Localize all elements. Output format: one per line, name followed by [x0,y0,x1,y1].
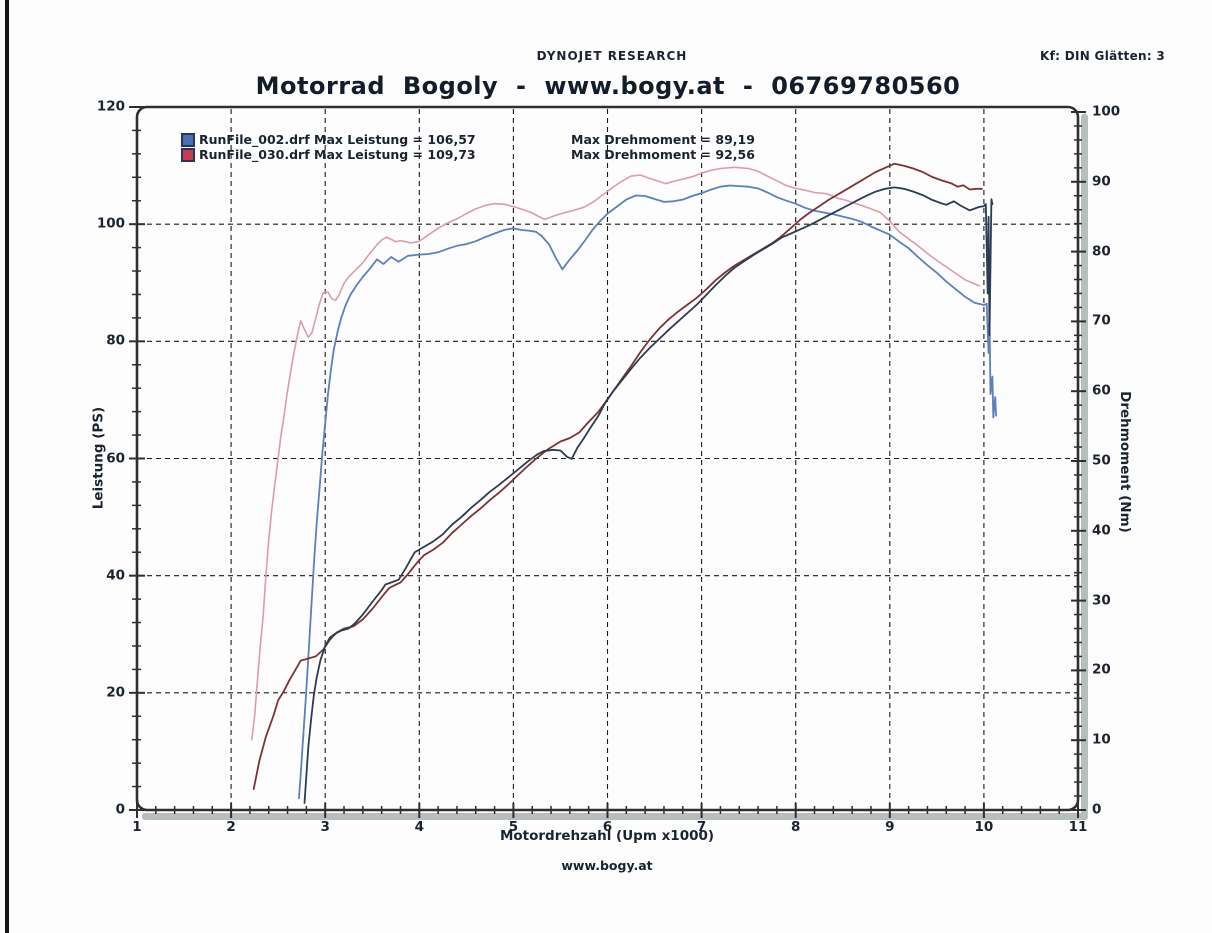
y-right-tick-label: 80 [1092,242,1111,259]
legend-row-runfile-030: RunFile_030.drf Max Leistung = 109,73 Ma… [181,147,755,162]
x-tick-label: 7 [696,819,707,835]
y-left-tick-label: 0 [115,801,125,818]
x-tick-label: 8 [790,819,801,835]
x-tick-label: 9 [885,819,895,835]
x-tick-label: 11 [1068,819,1088,835]
page-title: Motorrad Bogoly - www.bogy.at - 06769780… [255,72,961,100]
legend-entry-torque: Max Drehmoment = 89,19 [571,132,755,147]
y-right-tick-label: 50 [1092,452,1111,469]
legend: RunFile_002.drf Max Leistung = 106,57 Ma… [181,132,755,162]
y-right-tick-label: 10 [1092,731,1111,748]
x-tick-label: 10 [974,819,994,835]
legend-entry-text: RunFile_030.drf Max Leistung = 109,73 [199,147,476,162]
legend-entry-torque: Max Drehmoment = 92,56 [571,147,755,162]
y-left-tick-label: 20 [106,684,125,701]
x-tick-label: 6 [602,819,613,835]
plot-frame [135,105,1080,812]
y-right-tick-label: 40 [1092,522,1111,539]
correction-smoothing-note: Kf: DIN Glätten: 3 [1040,49,1166,63]
y-axis-label-right: Drehmoment (Nm) [1116,391,1133,533]
y-right-tick-label: 90 [1092,173,1111,190]
axis-shadow-bottom [142,813,1088,820]
brand-header: DYNOJET RESEARCH [536,49,688,63]
legend-swatch-blue-icon [181,132,195,147]
y-left-tick-label: 120 [96,98,125,115]
axis-shadow-right [1081,114,1088,816]
y-right-tick-label: 60 [1092,382,1111,399]
x-axis-label: Motordrehzahl (Upm x1000) [499,828,715,844]
y-right-tick-label: 70 [1092,312,1111,329]
x-tick-label: 1 [132,819,142,835]
y-right-tick-label: 100 [1092,103,1121,120]
footer-url: www.bogy.at [561,858,653,873]
y-right-tick-label: 30 [1092,591,1111,608]
x-tick-label: 2 [226,819,236,835]
curve-runfile-030-drehmoment [252,162,983,790]
y-right-tick-label: 0 [1092,801,1102,818]
y-left-tick-label: 60 [106,449,125,466]
curve-runfile-030-leistung [251,166,981,741]
legend-entry-text: RunFile_002.drf Max Leistung = 106,57 [199,132,476,147]
y-left-tick-label: 80 [106,332,125,349]
y-left-tick-label: 100 [96,215,125,232]
scan-edge-line [5,0,9,933]
x-tick-label: 5 [508,819,519,835]
legend-swatch-red-icon [181,147,195,162]
y-right-tick-label: 20 [1092,661,1111,678]
y-left-tick-label: 40 [106,566,125,583]
x-tick-label: 4 [414,819,424,835]
legend-row-runfile-002: RunFile_002.drf Max Leistung = 106,57 Ma… [181,132,755,147]
x-tick-label: 3 [320,819,330,835]
curve-runfile-002-leistung [297,184,997,800]
curve-runfile-002-drehmoment [303,186,994,804]
